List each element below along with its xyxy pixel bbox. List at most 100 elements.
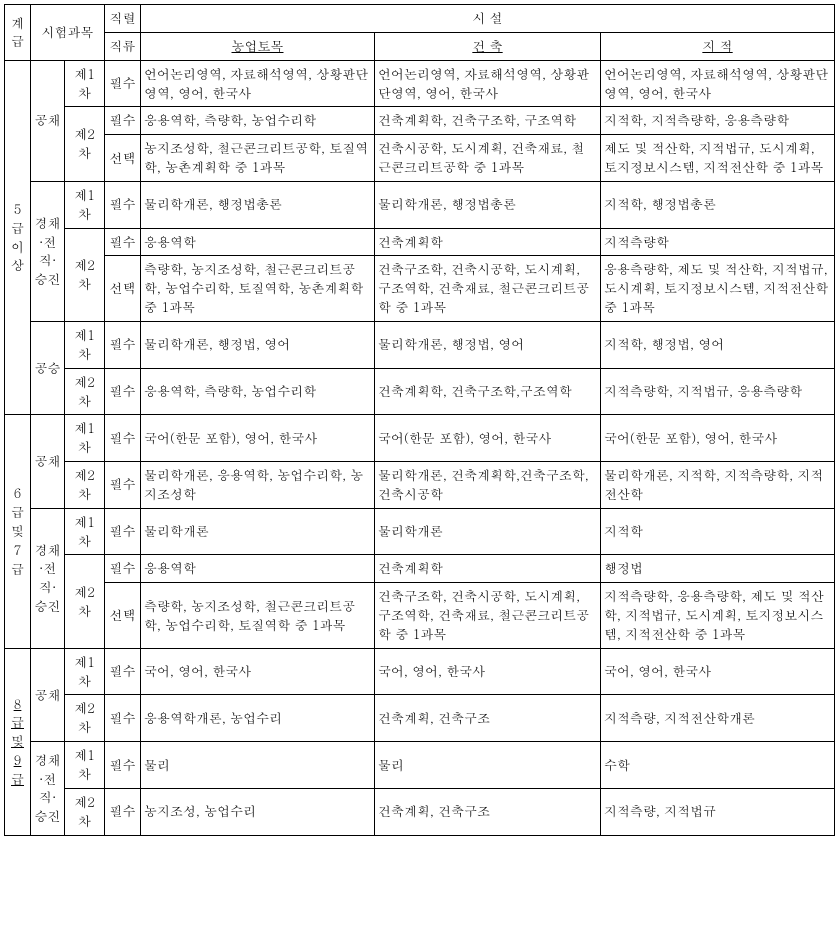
g5-gc-r1: 제1차 bbox=[65, 60, 105, 107]
g5-gc-r2p-c: 지적학, 지적측량학, 응용측량학 bbox=[601, 107, 835, 135]
grade5-label: 5 급 이 상 bbox=[5, 60, 31, 415]
hdr-facA: 농업토목 bbox=[141, 32, 375, 60]
g8-kc-r2-b: 건축계획, 건축구조 bbox=[375, 788, 601, 835]
g5-gc-r2s-b: 건축시공학, 도시계획, 건축재료, 철근콘크리트공학 중 1과목 bbox=[375, 135, 601, 182]
g8-gc-r2: 제2차 bbox=[65, 695, 105, 742]
g6-kc-r1-b: 물리학개론 bbox=[375, 508, 601, 555]
hdr-class: 직류 bbox=[105, 32, 141, 60]
g8-gc-r2-type: 필수 bbox=[105, 695, 141, 742]
g5-gs-r1-c: 지적학, 행정법, 영어 bbox=[601, 321, 835, 368]
g6-kc-r1-a: 물리학개론 bbox=[141, 508, 375, 555]
g5-gc-r2p-a: 응용역학, 측량학, 농업수리학 bbox=[141, 107, 375, 135]
g6-gyeongchae: 경채·전직·승진 bbox=[31, 508, 65, 648]
hdr-facB: 건 축 bbox=[375, 32, 601, 60]
g5-gs-r2: 제2차 bbox=[65, 368, 105, 415]
g6-kc-r1-type: 필수 bbox=[105, 508, 141, 555]
g8-gc-r1-type: 필수 bbox=[105, 648, 141, 695]
g8-gongchae: 공채 bbox=[31, 648, 65, 741]
g5-gc-r2s-a: 농지조성학, 철근콘크리트공학, 토질역학, 농촌계획학 중 1과목 bbox=[141, 135, 375, 182]
g5-gc-r1-b: 언어논리영역, 자료해석영역, 상황판단영역, 영어, 한국사 bbox=[375, 60, 601, 107]
g5-kc-r1-a: 물리학개론, 행정법총론 bbox=[141, 181, 375, 228]
g6-gc-r2-a: 물리학개론, 응용역학, 농업수리학, 농지조성학 bbox=[141, 462, 375, 509]
g5-kc-r2s-a: 측량학, 농지조성학, 철근콘크리트공학, 농업수리학, 토질역학, 농촌계획학… bbox=[141, 256, 375, 322]
g8-gc-r1: 제1차 bbox=[65, 648, 105, 695]
g8-kc-r1: 제1차 bbox=[65, 742, 105, 789]
g6-kc-r2s-type: 선택 bbox=[105, 583, 141, 649]
g6-gc-r2: 제2차 bbox=[65, 462, 105, 509]
g5-kc-r2s-type: 선택 bbox=[105, 256, 141, 322]
g6-kc-r2p-b: 건축계획학 bbox=[375, 555, 601, 583]
g5-kc-r2p-c: 지적측량학 bbox=[601, 228, 835, 256]
g6-gc-r1-c: 국어(한문 포함), 영어, 한국사 bbox=[601, 415, 835, 462]
g6-gc-r1-a: 국어(한문 포함), 영어, 한국사 bbox=[141, 415, 375, 462]
hdr-series: 직렬 bbox=[105, 5, 141, 33]
g5-kc-r2p-b: 건축계획학 bbox=[375, 228, 601, 256]
g6-gc-r2-c: 물리학개론, 지적학, 지적측량학, 지적전산학 bbox=[601, 462, 835, 509]
g8-kc-r1-type: 필수 bbox=[105, 742, 141, 789]
g8-kc-r2-a: 농지조성, 농업수리 bbox=[141, 788, 375, 835]
g5-gc-r1-c: 언어논리영역, 자료해석영역, 상황판단영역, 영어, 한국사 bbox=[601, 60, 835, 107]
g5-kc-r2p-type: 필수 bbox=[105, 228, 141, 256]
g5-gs-r1: 제1차 bbox=[65, 321, 105, 368]
g5-gs-r1-type: 필수 bbox=[105, 321, 141, 368]
g6-kc-r1-c: 지적학 bbox=[601, 508, 835, 555]
g5-kc-r1-b: 물리학개론, 행정법총론 bbox=[375, 181, 601, 228]
g6-kc-r1: 제1차 bbox=[65, 508, 105, 555]
g5-gs-r2-a: 응용역학, 측량학, 농업수리학 bbox=[141, 368, 375, 415]
hdr-subject: 시험과목 bbox=[31, 5, 105, 61]
g5-gc-r2p-b: 건축계획학, 건축구조학, 구조역학 bbox=[375, 107, 601, 135]
g6-gc-r1-type: 필수 bbox=[105, 415, 141, 462]
g5-gc-r1-a: 언어논리영역, 자료해석영역, 상황판단영역, 영어, 한국사 bbox=[141, 60, 375, 107]
g5-gc-r2p-type: 필수 bbox=[105, 107, 141, 135]
g8-kc-r1-c: 수학 bbox=[601, 742, 835, 789]
g8-kc-r2-c: 지적측량, 지적법규 bbox=[601, 788, 835, 835]
g8-gc-r2-c: 지적측량, 지적전산학개론 bbox=[601, 695, 835, 742]
g5-gs-r1-b: 물리학개론, 행정법, 영어 bbox=[375, 321, 601, 368]
g6-kc-r2s-c: 지적측량학, 응용측량학, 제도 및 적산학, 지적법규, 도시계획, 토지정보… bbox=[601, 583, 835, 649]
g8-gc-r2-a: 응용역학개론, 농업수리 bbox=[141, 695, 375, 742]
g5-gyeongchae: 경채·전직·승진 bbox=[31, 181, 65, 321]
g8-kc-r2: 제2차 bbox=[65, 788, 105, 835]
g6-kc-r2s-a: 측량학, 농지조성학, 철근콘크리트공학, 농업수리학, 토질역학 중 1과목 bbox=[141, 583, 375, 649]
g5-gs-r2-c: 지적측량학, 지적법규, 응용측량학 bbox=[601, 368, 835, 415]
g8-kc-r1-a: 물리 bbox=[141, 742, 375, 789]
hdr-facC: 지 적 bbox=[601, 32, 835, 60]
g5-gongchae: 공채 bbox=[31, 60, 65, 181]
g6-gc-r1-b: 국어(한문 포함), 영어, 한국사 bbox=[375, 415, 601, 462]
hdr-facility: 시 설 bbox=[141, 5, 835, 33]
g5-gc-r2s-c: 제도 및 적산학, 지적법규, 도시계획, 토지정보시스템, 지적전산학 중 1… bbox=[601, 135, 835, 182]
g8-gyeongchae: 경채·전직·승진 bbox=[31, 742, 65, 835]
g5-gs-r2-b: 건축계획학, 건축구조학,구조역학 bbox=[375, 368, 601, 415]
g5-kc-r2s-b: 건축구조학, 건축시공학, 도시계획, 구조역학, 건축재료, 철근콘크리트공학… bbox=[375, 256, 601, 322]
g5-kc-r2s-c: 응용측량학, 제도 및 적산학, 지적법규, 도시계획, 토지정보시스템, 지적… bbox=[601, 256, 835, 322]
grade8-label: 8 급 및 9 급 bbox=[5, 648, 31, 835]
g5-gc-r2: 제2차 bbox=[65, 107, 105, 182]
g8-kc-r1-b: 물리 bbox=[375, 742, 601, 789]
g5-gs-r1-a: 물리학개론, 행정법, 영어 bbox=[141, 321, 375, 368]
g6-gc-r2-b: 물리학개론, 건축계획학,건축구조학, 건축시공학 bbox=[375, 462, 601, 509]
exam-subjects-table: 계급 시험과목 직렬 시 설 직류 농업토목 건 축 지 적 5 급 이 상 공… bbox=[4, 4, 835, 836]
g8-kc-r2-type: 필수 bbox=[105, 788, 141, 835]
g6-kc-r2p-type: 필수 bbox=[105, 555, 141, 583]
g8-gc-r1-c: 국어, 영어, 한국사 bbox=[601, 648, 835, 695]
g6-gc-r2-type: 필수 bbox=[105, 462, 141, 509]
g6-gc-r1: 제1차 bbox=[65, 415, 105, 462]
g6-kc-r2p-a: 응용역학 bbox=[141, 555, 375, 583]
g6-gongchae: 공채 bbox=[31, 415, 65, 508]
g5-gs-r2-type: 필수 bbox=[105, 368, 141, 415]
g5-gc-r1-type: 필수 bbox=[105, 60, 141, 107]
g5-gc-r2s-type: 선택 bbox=[105, 135, 141, 182]
g5-kc-r1-c: 지적학, 행정법총론 bbox=[601, 181, 835, 228]
g8-gc-r1-b: 국어, 영어, 한국사 bbox=[375, 648, 601, 695]
g5-kc-r2: 제2차 bbox=[65, 228, 105, 321]
grade6-label: 6 급 및 7 급 bbox=[5, 415, 31, 648]
g8-gc-r1-a: 국어, 영어, 한국사 bbox=[141, 648, 375, 695]
g5-kc-r1-type: 필수 bbox=[105, 181, 141, 228]
g5-kc-r1: 제1차 bbox=[65, 181, 105, 228]
g6-kc-r2s-b: 건축구조학, 건축시공학, 도시계획, 구조역학, 건축재료, 철근콘크리트공학… bbox=[375, 583, 601, 649]
g8-gc-r2-b: 건축계획, 건축구조 bbox=[375, 695, 601, 742]
g5-kc-r2p-a: 응용역학 bbox=[141, 228, 375, 256]
g5-gongseung: 공승 bbox=[31, 321, 65, 414]
hdr-grade: 계급 bbox=[5, 5, 31, 61]
g6-kc-r2: 제2차 bbox=[65, 555, 105, 648]
